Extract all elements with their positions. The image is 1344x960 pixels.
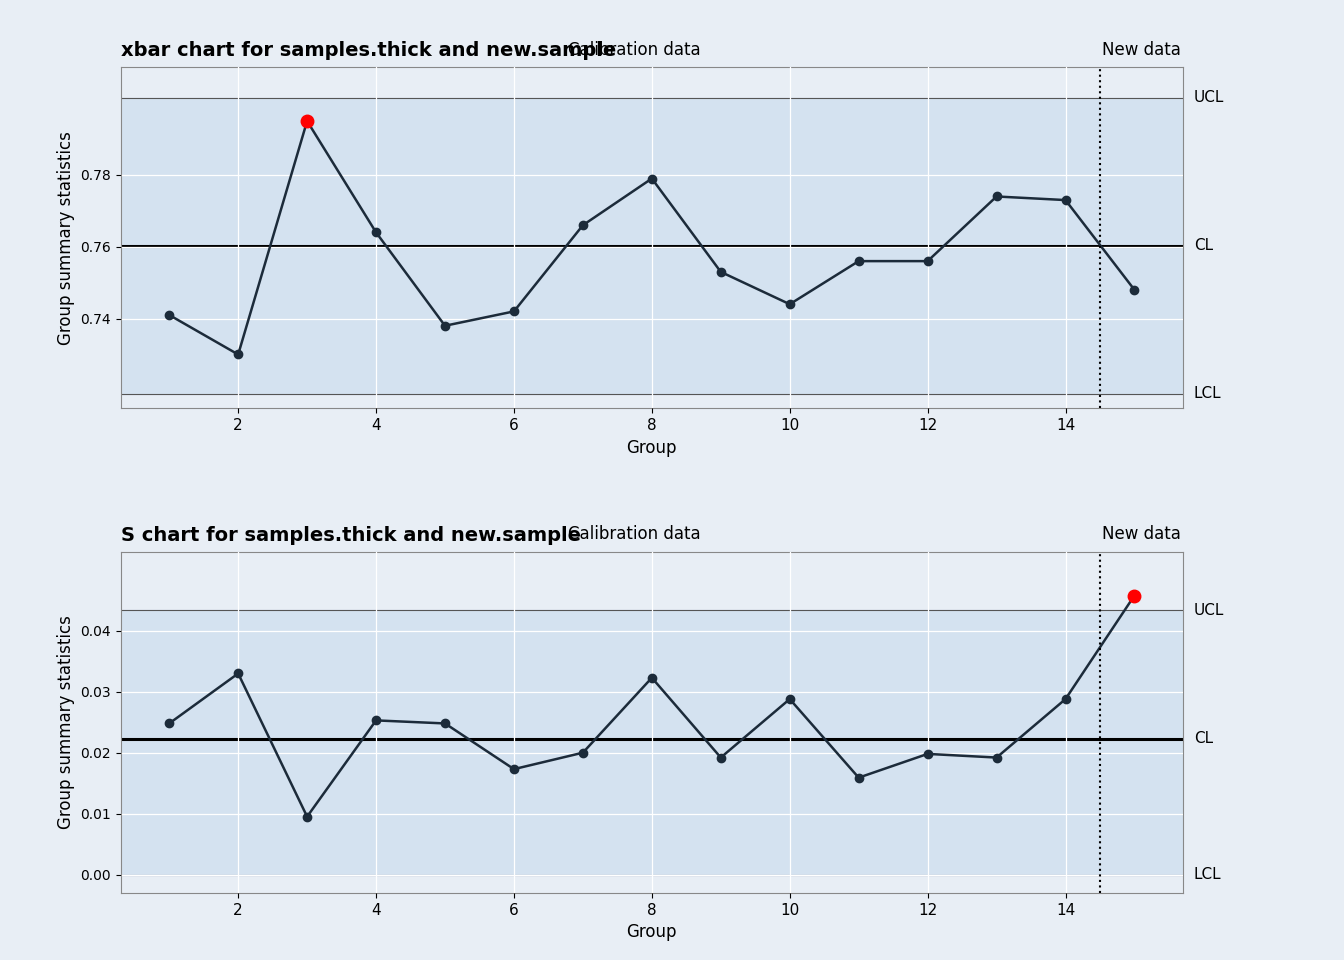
Text: New data: New data: [1102, 41, 1181, 59]
Text: LCL: LCL: [1193, 867, 1222, 882]
Text: CL: CL: [1193, 732, 1212, 746]
Text: LCL: LCL: [1193, 386, 1222, 401]
Bar: [121, 611, 1183, 875]
Text: Calibration data: Calibration data: [569, 525, 702, 543]
Y-axis label: Group summary statistics: Group summary statistics: [56, 131, 75, 345]
X-axis label: Group: Group: [626, 924, 677, 941]
Text: xbar chart for samples.thick and new.sample: xbar chart for samples.thick and new.sam…: [121, 41, 616, 60]
Text: UCL: UCL: [1193, 603, 1224, 617]
Text: Calibration data: Calibration data: [569, 41, 702, 59]
Text: UCL: UCL: [1193, 90, 1224, 106]
Text: S chart for samples.thick and new.sample: S chart for samples.thick and new.sample: [121, 525, 581, 544]
Bar: [121, 98, 1183, 394]
X-axis label: Group: Group: [626, 439, 677, 457]
Text: CL: CL: [1193, 238, 1212, 253]
Y-axis label: Group summary statistics: Group summary statistics: [56, 615, 75, 829]
Text: New data: New data: [1102, 525, 1181, 543]
